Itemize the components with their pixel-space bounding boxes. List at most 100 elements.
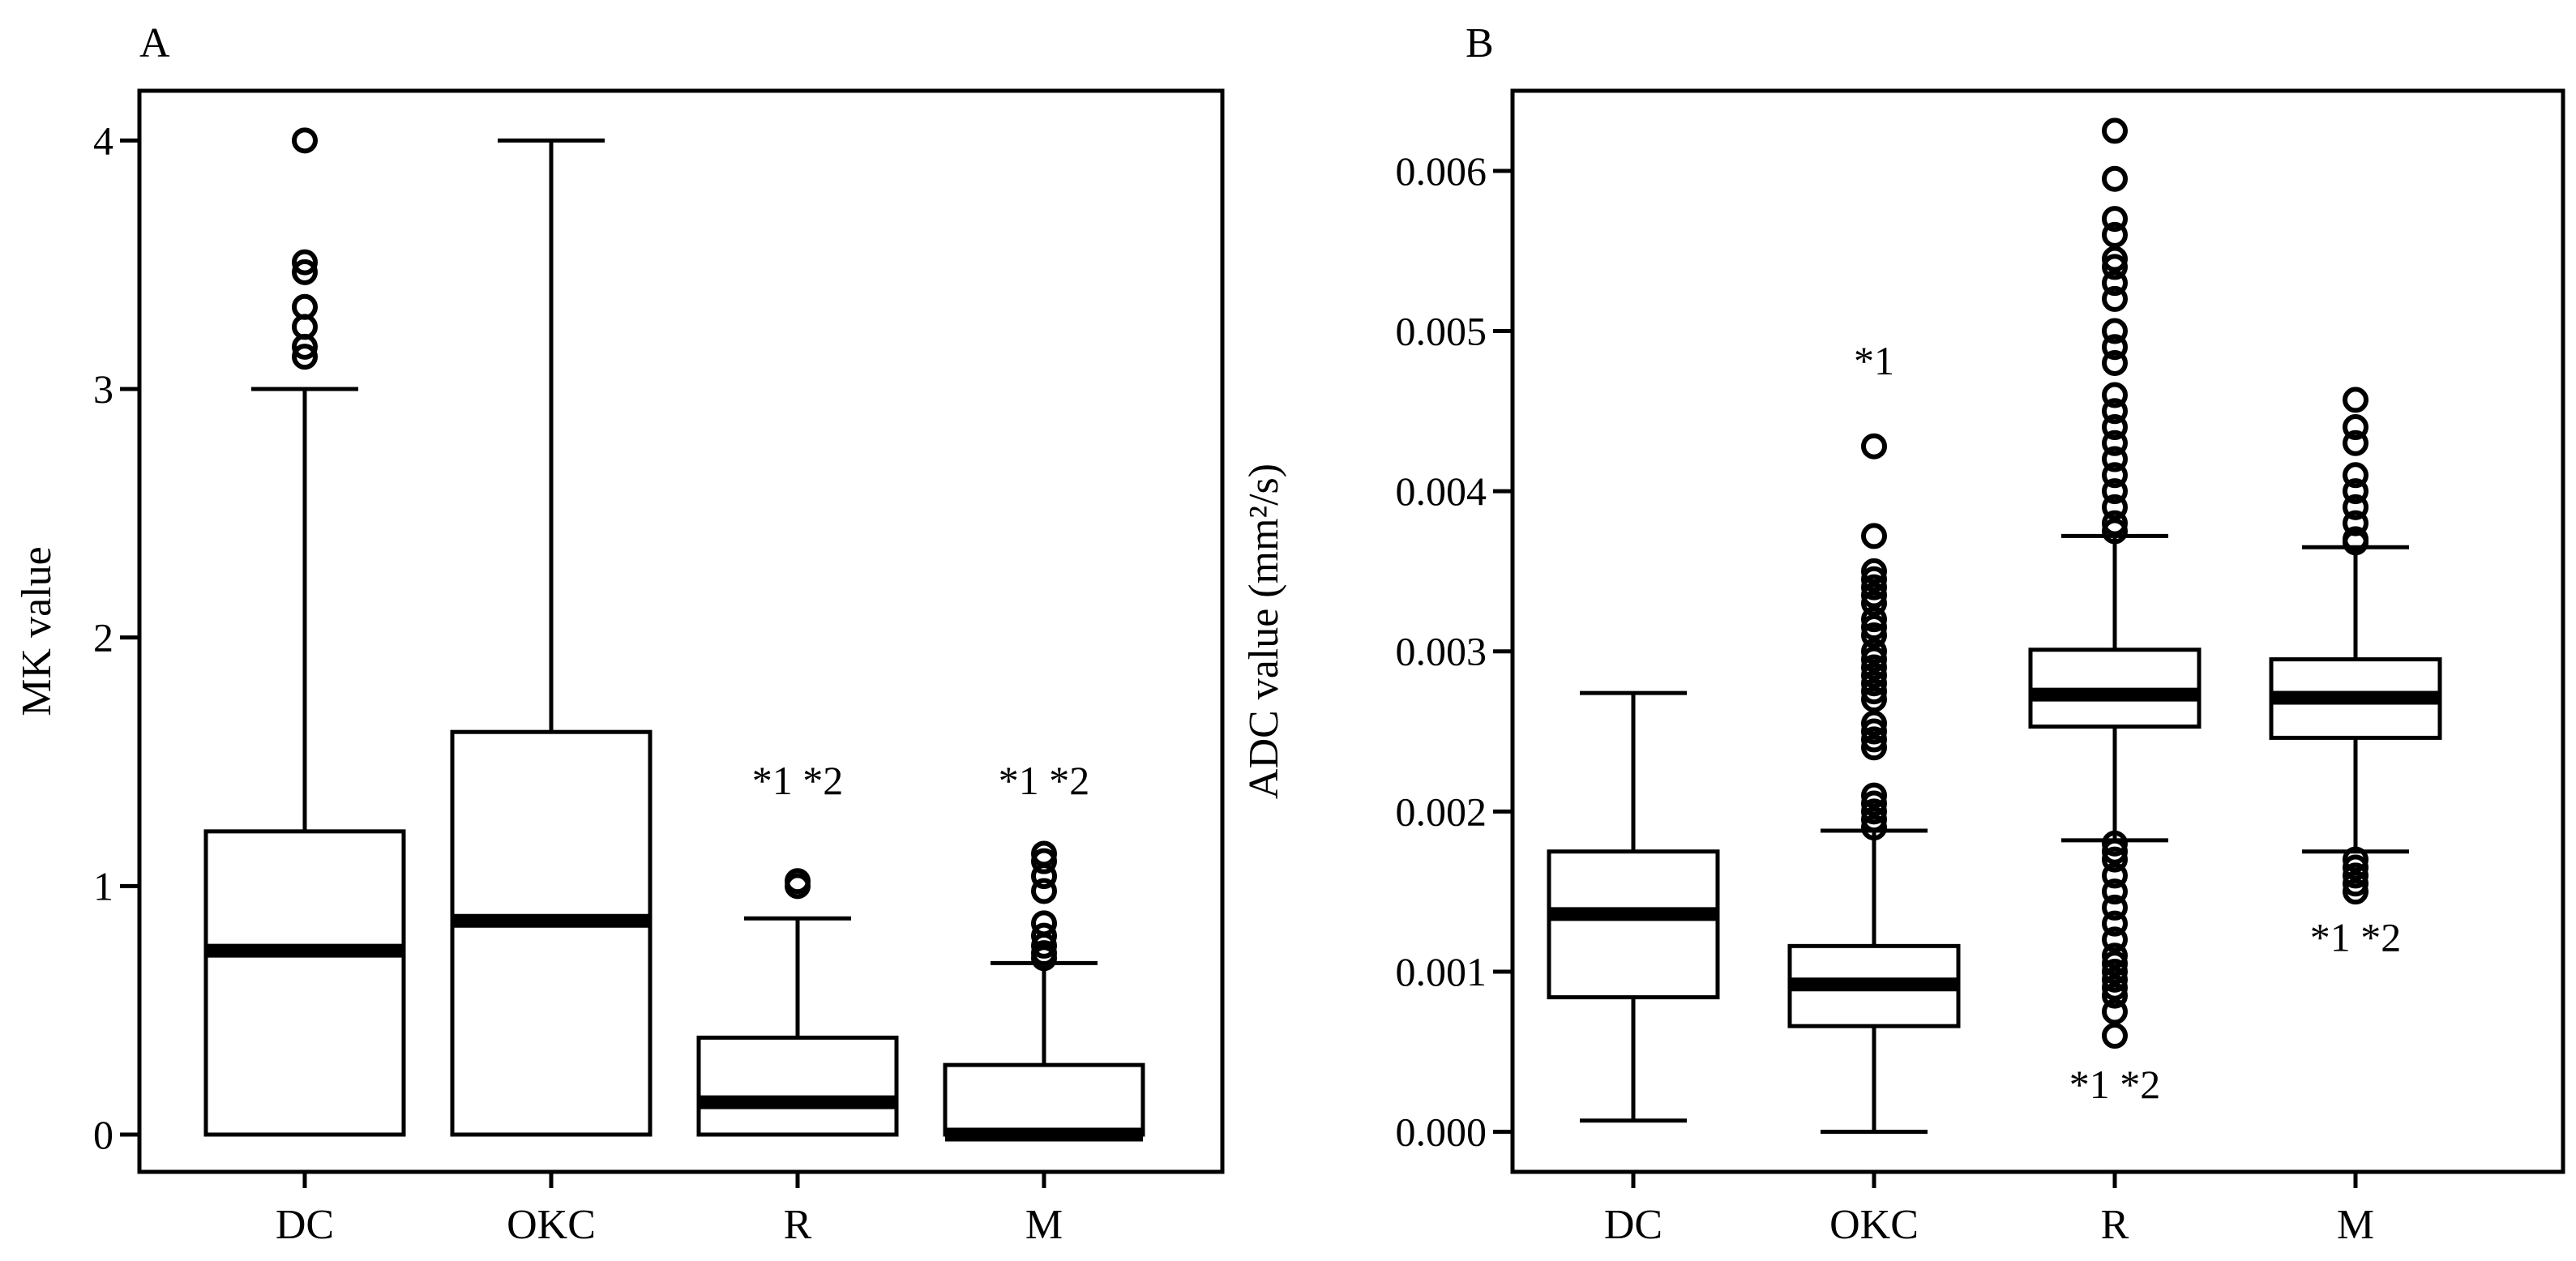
- outlier-point: [2343, 854, 2368, 881]
- outlier-point: [292, 249, 318, 276]
- outlier-point: [1861, 566, 1887, 592]
- outlier-point: [1861, 614, 1887, 641]
- outlier-point: [2102, 966, 2128, 993]
- box-r: *1 *2: [2028, 118, 2202, 1107]
- outlier-point: [2343, 846, 2368, 873]
- outlier-point: [2102, 285, 2128, 312]
- x-axis-b: DC OKC R M: [1604, 1172, 2374, 1248]
- outlier-point: [1031, 922, 1057, 949]
- outlier-point: [2102, 838, 2128, 865]
- outlier-point: [2102, 414, 2128, 441]
- outlier-point: [2102, 974, 2128, 1001]
- outlier-point: [2102, 349, 2128, 376]
- outlier-point: [1861, 814, 1887, 841]
- outlier-point: [1861, 734, 1887, 761]
- outlier-point: [1861, 433, 1887, 460]
- outlier-point: [2102, 1023, 2128, 1049]
- x-axis-a: DC OKC R M: [276, 1172, 1063, 1248]
- significance-annotation: *1 *2: [752, 758, 844, 803]
- x-tick-label: M: [1025, 1202, 1063, 1248]
- x-tick-label: OKC: [1829, 1202, 1919, 1248]
- outlier-point: [2343, 430, 2368, 456]
- outlier-point: [2102, 246, 2128, 272]
- outlier-point: [2102, 334, 2128, 361]
- boxes-a: *1 *2 *1 *2: [203, 127, 1145, 1142]
- outlier-point: [2343, 387, 2368, 413]
- outlier-point: [2343, 478, 2368, 505]
- outlier-point: [2343, 494, 2368, 520]
- outlier-point: [2102, 118, 2128, 144]
- outlier-point: [2343, 526, 2368, 553]
- iqr-box: [450, 729, 653, 1137]
- y-tick-label: 1: [93, 863, 113, 908]
- y-tick-label: 0.002: [1396, 789, 1487, 834]
- outlier-point: [1861, 726, 1887, 753]
- outlier-point: [1861, 638, 1887, 665]
- outlier-point: [1861, 806, 1887, 833]
- outlier-point: [1861, 558, 1887, 584]
- y-tick-label: 0.006: [1396, 148, 1487, 194]
- outlier-point: [2343, 462, 2368, 489]
- y-tick-label: 0.004: [1396, 468, 1487, 514]
- x-tick-label: R: [784, 1202, 812, 1248]
- box-dc: [1547, 690, 1720, 1123]
- outlier-point: [1031, 840, 1057, 867]
- y-tick-label: 0.000: [1396, 1109, 1487, 1155]
- x-tick-label: DC: [276, 1202, 334, 1248]
- outlier-point: [2102, 982, 2128, 1009]
- outlier-point: [2102, 998, 2128, 1025]
- y-tick-label: 2: [93, 615, 113, 660]
- plot-frame-a: [137, 88, 1225, 1174]
- panel-label-a: A: [139, 20, 170, 66]
- plot-frame-b: [1510, 88, 2565, 1174]
- outlier-point: [1861, 662, 1887, 689]
- outlier-point: [2102, 958, 2128, 985]
- x-tick-label: OKC: [507, 1202, 596, 1248]
- outlier-point: [2102, 206, 2128, 233]
- boxes-b: *1 *1 *2 *1 *2: [1547, 118, 2442, 1135]
- outlier-point: [2102, 846, 2128, 873]
- significance-annotation: *1 *2: [2069, 1062, 2161, 1107]
- box-m: *1 *2: [943, 758, 1145, 1142]
- outlier-point: [2102, 926, 2128, 953]
- outlier-point: [1861, 686, 1887, 712]
- iqr-box: [943, 1062, 1145, 1137]
- outlier-point: [2102, 398, 2128, 425]
- significance-annotation: *1: [1854, 338, 1894, 383]
- significance-annotation: *1 *2: [2310, 914, 2402, 960]
- outlier-point: [1861, 678, 1887, 705]
- iqr-box: [696, 1035, 899, 1137]
- outlier-point: [2102, 862, 2128, 889]
- outlier-point: [2102, 943, 2128, 969]
- outlier-point: [292, 293, 318, 320]
- outlier-point: [2102, 318, 2128, 344]
- y-axis-b: 0.000 0.001 0.002 0.003 0.004 0.005 0.006: [1396, 148, 1513, 1155]
- outlier-point: [1861, 654, 1887, 681]
- outlier-point: [2102, 951, 2128, 977]
- outlier-point: [292, 259, 318, 285]
- outlier-point: [2102, 382, 2128, 408]
- iqr-box: [203, 829, 406, 1137]
- outlier-point: [785, 868, 811, 895]
- outlier-point: [2102, 165, 2128, 192]
- outlier-point: [2102, 494, 2128, 520]
- outlier-point: [1861, 798, 1887, 825]
- y-tick-label: 3: [93, 366, 113, 412]
- outlier-point: [1861, 590, 1887, 617]
- outlier-point: [1861, 622, 1887, 648]
- box-dc: [203, 127, 406, 1137]
- outlier-point: [2102, 462, 2128, 489]
- box-okc: [450, 138, 653, 1137]
- outlier-point: [1861, 670, 1887, 697]
- box-r: *1 *2: [696, 758, 899, 1137]
- x-tick-label: M: [2337, 1202, 2374, 1248]
- outlier-point: [2102, 221, 2128, 248]
- outlier-point: [1861, 574, 1887, 601]
- y-tick-label: 0.003: [1396, 629, 1487, 674]
- outlier-point: [1861, 782, 1887, 809]
- y-tick-label: 0: [93, 1112, 113, 1157]
- outlier-point: [2102, 478, 2128, 505]
- outlier-point: [2102, 518, 2128, 545]
- outlier-point: [2343, 510, 2368, 536]
- box-m: *1 *2: [2269, 387, 2442, 960]
